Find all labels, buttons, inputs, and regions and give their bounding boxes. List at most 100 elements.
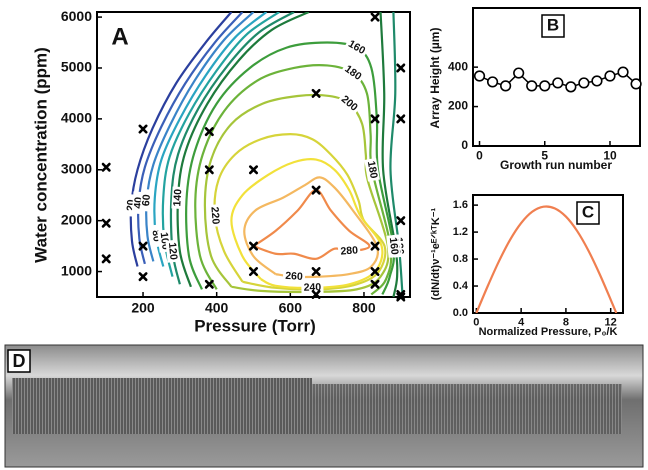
panel-label: A bbox=[111, 23, 128, 50]
x-tick-label: 4 bbox=[518, 316, 525, 328]
sample-marker bbox=[101, 218, 111, 228]
contour-label-group: 280 bbox=[337, 244, 361, 258]
panel-label-box bbox=[576, 201, 600, 225]
sample-marker bbox=[370, 114, 380, 124]
x-tick-label: 10 bbox=[603, 148, 617, 162]
contour-line bbox=[203, 93, 390, 294]
contour-label-bg bbox=[282, 270, 306, 284]
contour-label-group: 60 bbox=[139, 188, 154, 212]
panel-label: C bbox=[582, 202, 594, 221]
data-point bbox=[604, 70, 616, 82]
y-tick-label: 5000 bbox=[61, 59, 92, 75]
x-tick-label: 600 bbox=[279, 300, 303, 316]
contour-label: 260 bbox=[285, 270, 303, 283]
sample-marker bbox=[370, 241, 380, 251]
sample-marker bbox=[249, 241, 258, 251]
sample-marker bbox=[249, 165, 258, 175]
data-point bbox=[617, 66, 629, 78]
panel-label-box bbox=[7, 349, 31, 373]
contour-label: 280 bbox=[340, 244, 359, 257]
contour-label-group: 180 bbox=[364, 157, 380, 182]
y-tick-label: 400 bbox=[448, 59, 468, 73]
sample-marker bbox=[311, 289, 321, 299]
data-point bbox=[513, 67, 525, 79]
x-axis-label: Pressure (Torr) bbox=[194, 316, 316, 335]
contour-label: 160 bbox=[387, 237, 401, 256]
contour-line bbox=[230, 157, 384, 289]
data-point bbox=[486, 76, 499, 88]
contour-line bbox=[252, 189, 371, 260]
sample-marker bbox=[311, 185, 321, 195]
contour-label-bg bbox=[340, 61, 366, 85]
y-tick-label: 0.8 bbox=[453, 253, 468, 265]
y-tick-label: 6000 bbox=[61, 8, 92, 24]
x-tick-label: 200 bbox=[131, 300, 155, 316]
x-tick-label: 400 bbox=[205, 300, 229, 316]
contour-label-group: 260 bbox=[282, 270, 306, 284]
data-point bbox=[500, 80, 512, 92]
data-point bbox=[552, 77, 564, 89]
sample-marker bbox=[396, 114, 406, 124]
y-tick-label: 2000 bbox=[61, 211, 92, 227]
contour-label-group: 160 bbox=[386, 234, 401, 258]
sample-marker bbox=[101, 254, 111, 264]
contour-line bbox=[145, 12, 255, 262]
y-tick-label: 0.0 bbox=[453, 307, 468, 319]
y-tick-label: 200 bbox=[448, 99, 468, 113]
x-tick-label: 5 bbox=[541, 148, 548, 162]
sample-marker bbox=[396, 292, 406, 302]
sample-marker bbox=[204, 127, 214, 137]
data-point bbox=[565, 81, 577, 93]
x-axis-label: Growth run number bbox=[500, 158, 612, 172]
data-point bbox=[630, 78, 642, 90]
sample-marker bbox=[311, 88, 321, 98]
contour-line bbox=[194, 64, 393, 296]
contour-label: 240 bbox=[304, 281, 322, 293]
contour-label-group: 220 bbox=[208, 204, 222, 228]
x-tick-label: 800 bbox=[352, 300, 376, 316]
contour-label-bg bbox=[336, 91, 362, 116]
plot-area bbox=[475, 205, 618, 313]
sample-marker bbox=[138, 124, 148, 134]
sample-marker bbox=[370, 279, 380, 289]
x-tick-label: 12 bbox=[605, 316, 617, 328]
sample-marker bbox=[204, 279, 214, 289]
contour-label-bg bbox=[171, 186, 185, 210]
contour-label-bg bbox=[208, 204, 222, 228]
contour-label-group: 140 bbox=[171, 186, 185, 210]
sample-marker bbox=[101, 162, 111, 172]
contour-label: 140 bbox=[171, 189, 184, 207]
y-tick-label: 1.6 bbox=[453, 199, 468, 211]
contour-label-bg bbox=[344, 36, 370, 59]
nanotube-array bbox=[12, 378, 312, 434]
panel-label: B bbox=[547, 15, 559, 34]
nanotube-array bbox=[312, 384, 622, 434]
sample-marker bbox=[370, 267, 380, 277]
contour-label: 180 bbox=[365, 160, 380, 180]
sem-panel: D bbox=[4, 344, 644, 468]
y-tick-label: 4000 bbox=[61, 110, 92, 126]
data-point bbox=[473, 70, 486, 82]
contour-line bbox=[129, 12, 233, 267]
y-tick-label: 1.2 bbox=[453, 226, 468, 238]
contour-label-bg bbox=[139, 188, 154, 212]
contour-line bbox=[185, 41, 396, 295]
y-axis-label: Water concentration (ppm) bbox=[31, 47, 50, 263]
y-tick-label: 1000 bbox=[61, 262, 92, 278]
sample-marker bbox=[370, 12, 380, 22]
x-tick-label: 0 bbox=[476, 148, 483, 162]
chart-panel: 0 4 8 12 0.0 0.4 0.8 1.2 1.6 Normalized Pressure,… bbox=[430, 194, 624, 338]
chart-panel: 0 5 10 0 200 400 Growth run number Array Height… bbox=[428, 7, 642, 172]
sample-marker bbox=[204, 165, 214, 175]
data-point bbox=[526, 80, 538, 92]
y-axis-label: (dN/dt)ν⁻¹eᴱᐟᵏᵀK⁻¹ bbox=[430, 207, 442, 300]
contour-label-group: 120 bbox=[165, 239, 180, 263]
contour-line bbox=[243, 176, 380, 279]
y-axis-label: Array Height (µm) bbox=[428, 28, 442, 129]
data-point bbox=[591, 75, 603, 87]
sample-marker bbox=[396, 216, 406, 226]
contour-line bbox=[213, 133, 387, 291]
x-tick-label: 0 bbox=[473, 316, 479, 328]
x-axis-label: Normalized Pressure, P₀/K bbox=[479, 326, 618, 338]
